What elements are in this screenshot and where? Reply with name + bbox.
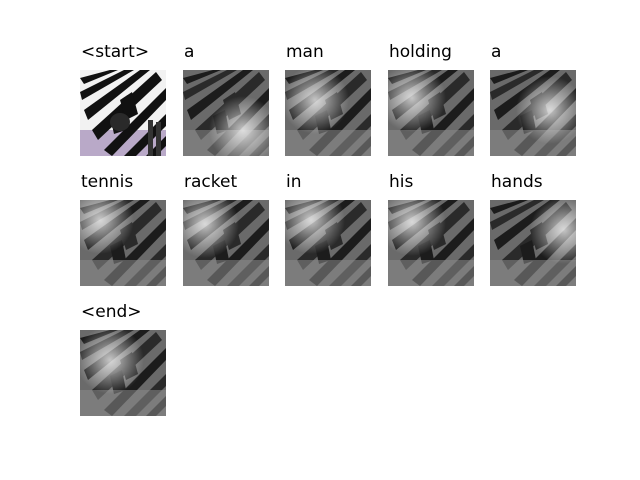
caption-word: hands xyxy=(491,172,543,192)
caption-word: racket xyxy=(184,172,238,192)
attention-map xyxy=(285,200,371,286)
attention-map xyxy=(183,200,269,286)
attention-map xyxy=(388,70,474,156)
attention-map-tile xyxy=(183,70,269,156)
attention-map-tile xyxy=(490,200,576,286)
attention-map-tile xyxy=(285,200,371,286)
caption-word: a xyxy=(491,42,502,62)
attention-map xyxy=(490,70,576,156)
attention-map xyxy=(80,330,166,416)
attention-map-tile xyxy=(285,70,371,156)
attention-map-tile xyxy=(490,70,576,156)
caption-word: tennis xyxy=(81,172,134,192)
attention-map-tile xyxy=(80,330,166,416)
original-image-tile xyxy=(80,70,166,156)
attention-map-tile xyxy=(80,200,166,286)
attention-map xyxy=(490,200,576,286)
caption-word: a xyxy=(184,42,195,62)
zebra-photo xyxy=(80,70,166,156)
caption-word: <end> xyxy=(81,302,142,322)
attention-map xyxy=(183,70,269,156)
attention-map xyxy=(285,70,371,156)
attention-map-tile xyxy=(388,200,474,286)
caption-word: man xyxy=(286,42,324,62)
attention-map-tile xyxy=(183,200,269,286)
caption-word: his xyxy=(389,172,414,192)
caption-word: <start> xyxy=(81,42,150,62)
caption-word: holding xyxy=(389,42,452,62)
attention-map xyxy=(80,200,166,286)
attention-map xyxy=(388,200,474,286)
caption-word: in xyxy=(286,172,302,192)
attention-map-tile xyxy=(388,70,474,156)
